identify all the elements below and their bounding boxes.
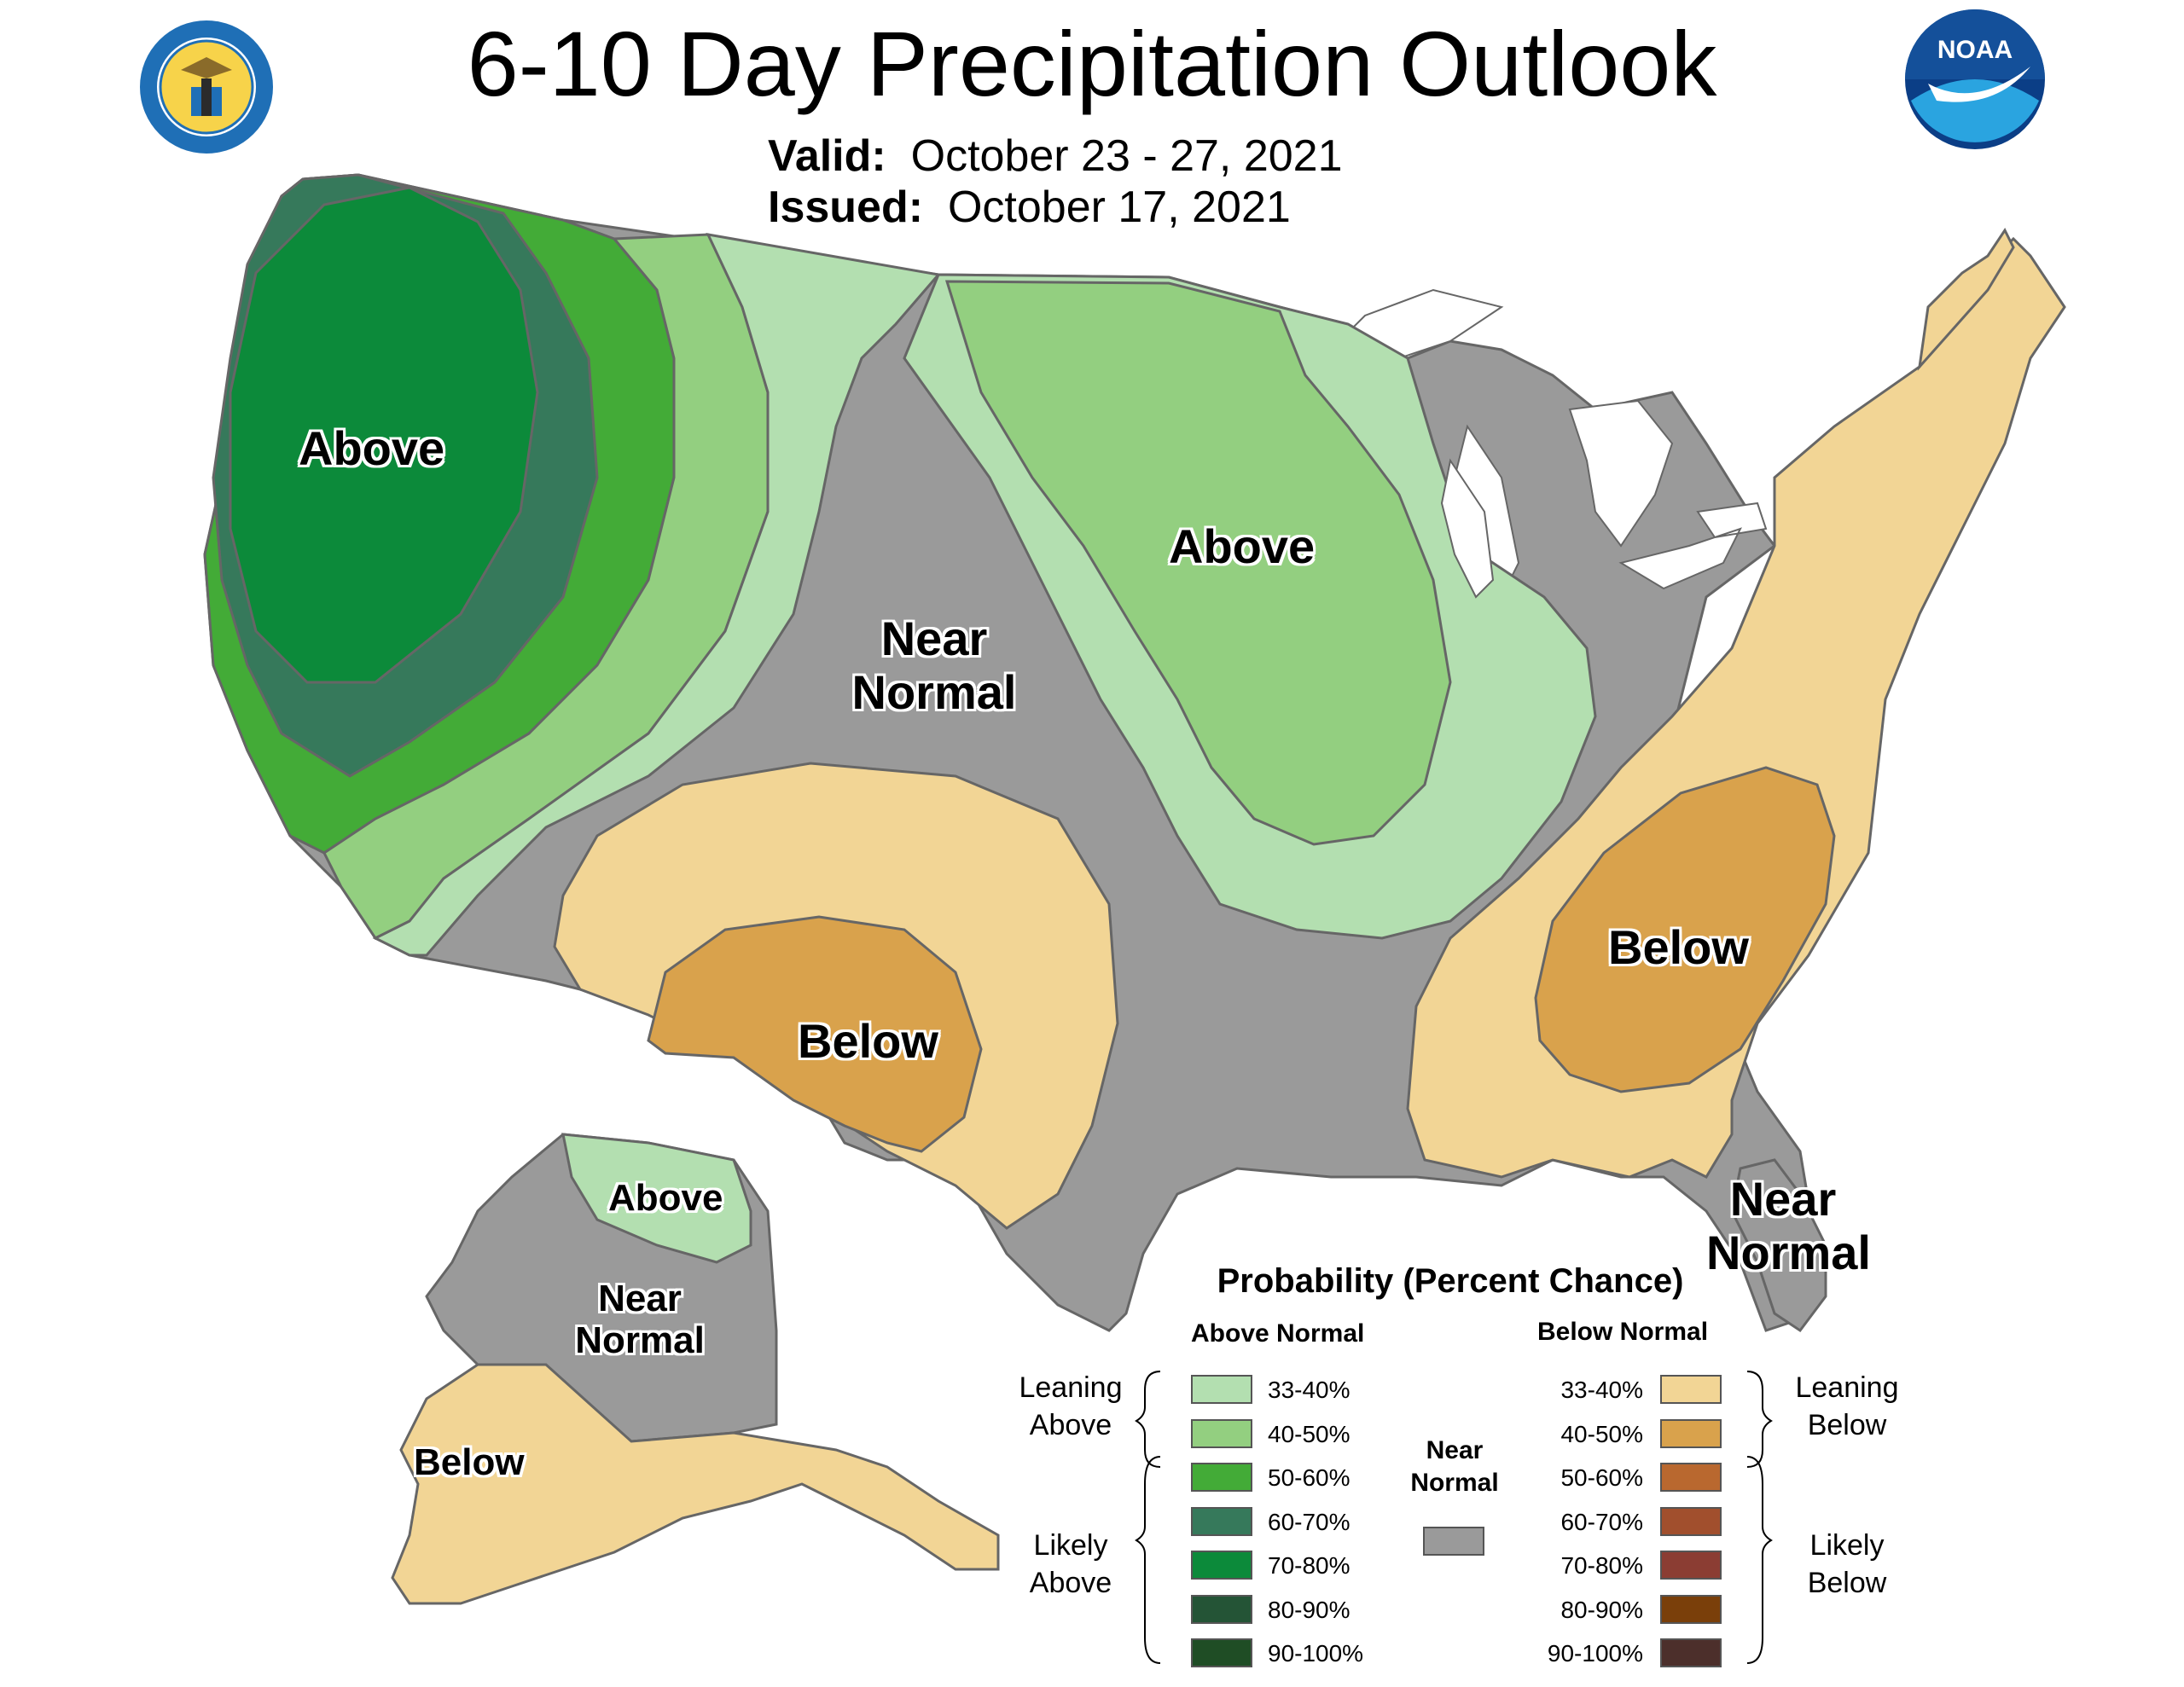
legend-near-normal-label: Near Normal: [1382, 1435, 1527, 1499]
commerce-seal-logo: [140, 20, 273, 154]
legend-leaning-below-label: Leaning Below: [1774, 1369, 1920, 1444]
legend-group-text: Leaning: [1019, 1371, 1123, 1404]
page-title: 6-10 Day Precipitation Outlook: [467, 12, 1717, 115]
legend-swatch: [1191, 1551, 1252, 1580]
legend-swatch: [1660, 1638, 1722, 1667]
issued-date: Issued: October 17, 2021: [768, 182, 1291, 233]
legend-percent-label: 60-70%: [1268, 1508, 1350, 1535]
legend-percent-label: 90-100%: [1268, 1640, 1364, 1667]
legend-swatch: [1191, 1638, 1252, 1667]
legend-percent-label: 60-70%: [1560, 1508, 1643, 1535]
noaa-logo-text: NOAA: [1937, 36, 2013, 64]
legend-swatch: [1191, 1463, 1252, 1492]
map-label-alaska-above: Above: [608, 1177, 723, 1219]
legend-percent-label: 33-40%: [1560, 1377, 1643, 1403]
legend-percent-label: 70-80%: [1560, 1552, 1643, 1579]
legend-swatch: [1191, 1375, 1252, 1404]
legend-group-text: Below: [1807, 1409, 1887, 1441]
legend-percent-label: 80-90%: [1560, 1596, 1643, 1623]
valid-dates: Valid: October 23 - 27, 2021: [768, 130, 1343, 182]
valid-label: Valid:: [768, 131, 886, 181]
legend-below-header: Below Normal: [1537, 1318, 1709, 1346]
noaa-logo: NOAA: [1905, 9, 2045, 149]
map-label-text: Normal: [575, 1319, 705, 1362]
map-label-text: Near: [880, 612, 988, 665]
legend-percent-label: 50-60%: [1268, 1464, 1350, 1491]
legend-percent-label: 70-80%: [1268, 1552, 1350, 1579]
legend-percent-label: 40-50%: [1560, 1420, 1643, 1447]
map-label-west-above: Above: [299, 421, 445, 475]
midwest-leaning-above-40-50: [944, 280, 1452, 846]
map-label-plains-near-normal: Near Normal: [845, 612, 1024, 719]
legend-swatch: [1660, 1463, 1722, 1492]
alaska-leaning-below: [391, 1363, 1000, 1605]
map-label-text: Normal: [851, 664, 1017, 719]
legend-above-header: Above Normal: [1191, 1319, 1365, 1348]
legend-title: Probability (Percent Chance): [1217, 1262, 1684, 1300]
lake-michigan: [1440, 458, 1495, 599]
legend-likely-below-label: Likely Below: [1774, 1527, 1920, 1602]
legend-group-text: Likely: [1033, 1529, 1108, 1562]
legend-swatch: [1660, 1506, 1722, 1536]
issued-value: October 17, 2021: [947, 183, 1291, 232]
legend-braces-left: [1135, 1371, 1161, 1664]
legend-group-text: Above: [1029, 1567, 1112, 1599]
valid-value: October 23 - 27, 2021: [910, 131, 1343, 181]
legend-percent-label: 40-50%: [1268, 1420, 1350, 1447]
map-label-florida-near-normal: Near Normal: [1706, 1172, 1871, 1279]
legend-percent-label: 80-90%: [1268, 1596, 1350, 1623]
legend-swatch: [1191, 1418, 1252, 1448]
legend-swatch: [1660, 1551, 1722, 1580]
legend-near-normal-swatch: [1423, 1527, 1484, 1556]
map-label-midwest-above: Above: [1169, 519, 1316, 573]
legend-percent-label: 50-60%: [1560, 1464, 1643, 1491]
map-label-southeast-below: Below: [1608, 920, 1749, 974]
legend-group-text: Normal: [1410, 1469, 1499, 1497]
legend-swatch: [1660, 1418, 1722, 1448]
west-likely-above-70-80: [229, 186, 539, 684]
legend-swatch: [1191, 1506, 1252, 1536]
legend-braces-right: [1746, 1371, 1773, 1664]
florida-near-normal: [1730, 1158, 1827, 1333]
legend-group-text: Above: [1029, 1409, 1112, 1441]
legend-swatch: [1660, 1375, 1722, 1404]
map-label-text: Near: [1729, 1172, 1837, 1226]
map-label-text: Near: [598, 1278, 682, 1319]
map-label-alaska-near-normal: Near Normal: [563, 1278, 717, 1362]
se-below-40-50: [1534, 766, 1836, 1093]
new-england-leaning-below: [1917, 228, 2015, 371]
alaska-leaning-above: [561, 1133, 752, 1264]
legend-likely-above-label: Likely Above: [998, 1527, 1143, 1602]
legend-swatch: [1660, 1594, 1722, 1624]
west-leaning-above-33-40: [372, 233, 941, 957]
legend-group-text: Near: [1426, 1436, 1484, 1464]
map-label-text: Normal: [1706, 1225, 1871, 1279]
map-label-alaska-below: Below: [414, 1441, 525, 1483]
issued-label: Issued:: [768, 183, 924, 232]
legend-group-text: Below: [1807, 1567, 1887, 1599]
legend-percent-label: 90-100%: [1547, 1640, 1643, 1667]
sw-below-40-50: [647, 915, 983, 1153]
legend-group-text: Leaning: [1795, 1371, 1899, 1404]
legend-group-text: Likely: [1809, 1529, 1885, 1562]
legend-leaning-above-label: Leaning Above: [998, 1369, 1143, 1444]
map-label-southwest-below: Below: [798, 1014, 938, 1068]
legend-percent-label: 33-40%: [1268, 1377, 1350, 1403]
legend-swatch: [1191, 1594, 1252, 1624]
